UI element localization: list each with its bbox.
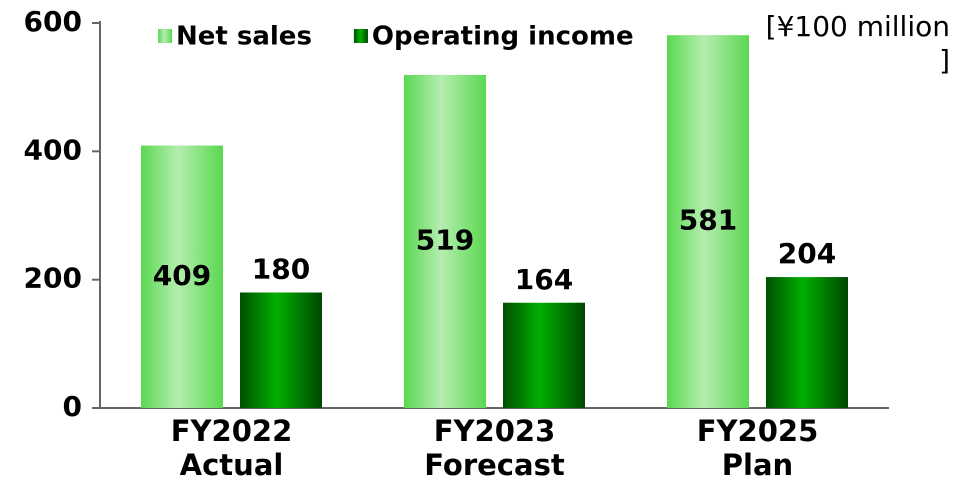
value-label: 409 — [153, 259, 211, 292]
value-label: 581 — [679, 204, 737, 237]
y-tick-label: 0 — [63, 390, 82, 423]
value-label: 519 — [416, 223, 474, 256]
legend-label: Net sales — [176, 22, 312, 52]
value-label: 164 — [515, 263, 573, 296]
unit-label: [¥100 million ] — [765, 10, 950, 77]
bar — [503, 302, 585, 408]
x-tick-label: FY2025 Plan — [696, 414, 819, 482]
x-tick-label: FY2023 Forecast — [424, 414, 565, 482]
x-tick-label: FY2022 Actual — [170, 414, 293, 482]
y-tick-label: 200 — [24, 262, 82, 295]
y-tick-label: 400 — [24, 133, 82, 166]
y-tick-label: 600 — [24, 5, 82, 38]
bar — [766, 277, 848, 408]
value-label: 204 — [778, 237, 836, 270]
value-label: 180 — [252, 253, 310, 286]
bar — [240, 292, 322, 408]
legend-label: Operating income — [372, 22, 634, 52]
